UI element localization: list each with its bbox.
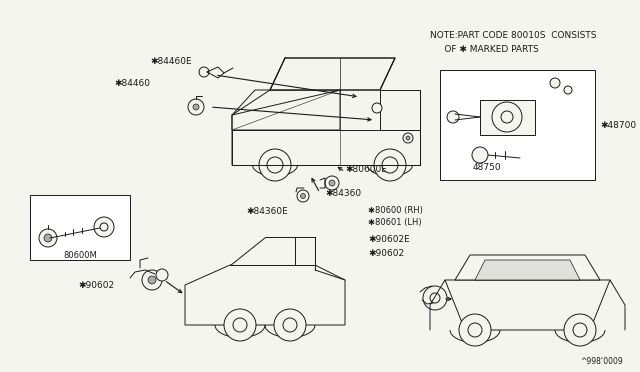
Text: ✱90602: ✱90602 [78,280,114,289]
Circle shape [44,234,52,242]
Text: 48750: 48750 [473,164,501,173]
Circle shape [297,190,309,202]
Circle shape [501,111,513,123]
Circle shape [382,157,398,173]
Text: ✱84360: ✱84360 [325,189,361,199]
Circle shape [39,229,57,247]
Circle shape [188,99,204,115]
Circle shape [301,193,305,199]
Circle shape [94,217,114,237]
Circle shape [199,67,209,77]
Circle shape [148,276,156,284]
Circle shape [267,157,283,173]
Circle shape [459,314,491,346]
Text: ✱90602: ✱90602 [368,250,404,259]
Polygon shape [232,130,420,165]
Bar [480,100,535,135]
Text: NOTE:PART CODE 80010S  CONSISTS: NOTE:PART CODE 80010S CONSISTS [430,31,596,39]
Bar [440,70,595,180]
Circle shape [403,133,413,143]
Circle shape [472,147,488,163]
Polygon shape [380,90,420,130]
Text: 80600M: 80600M [63,251,97,260]
Polygon shape [455,255,600,280]
Polygon shape [230,237,315,265]
Text: ✱84360E: ✱84360E [246,208,288,217]
Circle shape [573,323,587,337]
Text: OF ✱ MARKED PARTS: OF ✱ MARKED PARTS [430,45,539,55]
Circle shape [142,270,162,290]
Circle shape [447,111,459,123]
Text: ✱80600E: ✱80600E [345,166,387,174]
Polygon shape [475,260,580,280]
Text: ✱80600 (RH): ✱80600 (RH) [368,205,423,215]
Circle shape [283,318,297,332]
Circle shape [156,269,168,281]
Circle shape [325,176,339,190]
Circle shape [423,286,447,310]
Text: ^998‘0009: ^998‘0009 [580,357,623,366]
Polygon shape [232,90,340,130]
Text: ✱80601 (LH): ✱80601 (LH) [368,218,422,227]
Circle shape [233,318,247,332]
Circle shape [372,103,382,113]
Polygon shape [445,280,610,330]
Text: ✱84460E: ✱84460E [150,58,191,67]
Circle shape [100,223,108,231]
Circle shape [259,149,291,181]
Circle shape [550,78,560,88]
Text: ✱48700: ✱48700 [600,121,636,129]
Circle shape [406,136,410,140]
Circle shape [374,149,406,181]
Circle shape [430,293,440,303]
Circle shape [492,102,522,132]
Circle shape [274,309,306,341]
Polygon shape [185,265,345,325]
Circle shape [564,86,572,94]
Polygon shape [270,58,395,90]
Circle shape [224,309,256,341]
Circle shape [468,323,482,337]
Bar [30,195,130,260]
Text: ✱90602E: ✱90602E [368,235,410,244]
Circle shape [564,314,596,346]
Text: ✱84460: ✱84460 [114,80,150,89]
Circle shape [329,180,335,186]
Circle shape [193,104,199,110]
